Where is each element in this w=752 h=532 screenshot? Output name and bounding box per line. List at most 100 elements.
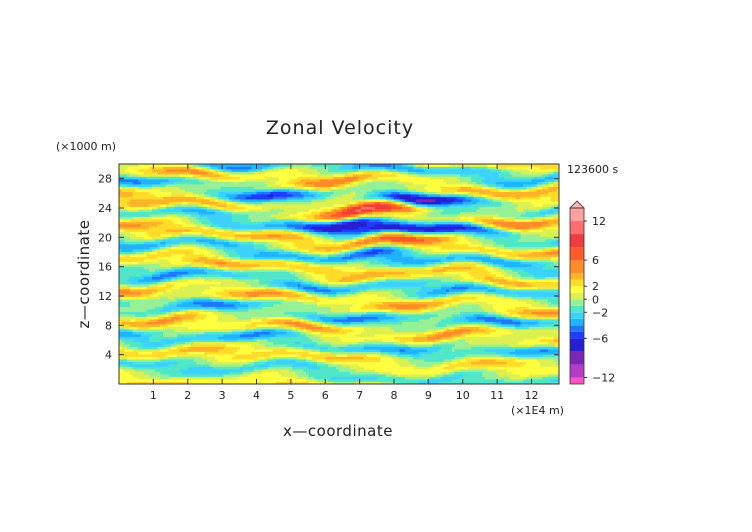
heatmap-cell [174,334,178,337]
heatmap-cell [264,316,268,320]
heatmap-cell [484,324,488,327]
heatmap-cell [363,306,367,310]
heatmap-cell [550,331,554,335]
heatmap-cell [138,361,142,365]
heatmap-cell [443,356,447,360]
heatmap-cell [410,334,414,337]
heatmap-cell [372,336,376,340]
heatmap-cell [135,329,139,332]
heatmap-cell [215,359,219,362]
heatmap-cell [281,344,285,347]
heatmap-cell [306,309,310,312]
heatmap-cell [314,369,318,372]
heatmap-cell [498,351,502,355]
heatmap-cell [361,329,365,332]
heatmap-cell [138,321,142,325]
heatmap-cell [300,349,304,352]
heatmap-cell [154,336,158,340]
heatmap-cell [160,326,164,330]
heatmap-cell [245,366,249,370]
heatmap-cell [424,354,428,357]
heatmap-cell [262,306,266,310]
heatmap-cell [262,341,266,345]
heatmap-cell [229,364,233,367]
heatmap-cell [190,354,194,357]
heatmap-cell [542,334,546,337]
heatmap-cell [517,359,521,362]
heatmap-cell [341,321,345,325]
heatmap-cell [374,369,378,372]
heatmap-cell [220,336,224,340]
heatmap-cell [223,354,227,357]
heatmap-cell [377,359,381,362]
heatmap-cell [185,344,189,347]
heatmap-cell [248,349,252,352]
heatmap-cell [333,369,337,372]
heatmap-cell [528,379,532,382]
heatmap-cell [176,326,180,330]
heatmap-cell [152,344,156,347]
heatmap-cell [187,351,191,355]
heatmap-cell [451,336,455,340]
heatmap-cell [149,314,153,317]
heatmap-cell [394,341,398,345]
heatmap-cell [493,311,497,315]
heatmap-cell [344,324,348,327]
heatmap-cell [534,329,538,332]
heatmap-cell [476,314,480,317]
heatmap-cell [556,359,560,362]
heatmap-cell [182,356,186,360]
heatmap-cell [215,369,219,372]
heatmap-cell [146,339,150,342]
heatmap-cell [152,339,156,342]
heatmap-cell [234,336,238,340]
heatmap-cell [270,346,274,350]
heatmap-cell [218,349,222,352]
heatmap-cell [539,309,543,312]
heatmap-cell [245,376,249,380]
heatmap-cell [542,361,546,365]
heatmap-cell [451,306,455,310]
heatmap-cell [341,369,345,372]
heatmap-cell [143,344,147,347]
heatmap-cell [374,366,378,370]
heatmap-cell [284,369,288,372]
heatmap-cell [493,316,497,320]
heatmap-cell [141,346,145,350]
heatmap-cell [388,324,392,327]
heatmap-cell [319,326,323,330]
heatmap-cell [396,341,400,345]
heatmap-cell [121,364,125,367]
heatmap-cell [443,354,447,357]
heatmap-cell [215,319,219,322]
heatmap-cell [146,354,150,357]
heatmap-cell [424,336,428,340]
heatmap-cell [163,341,167,345]
heatmap-cell [355,334,359,337]
heatmap-cell [473,341,477,345]
heatmap-cell [284,329,288,332]
heatmap-cell [358,366,362,370]
heatmap-cell [550,306,554,310]
heatmap-cell [468,344,472,347]
heatmap-cell [542,356,546,360]
heatmap-cell [468,341,472,345]
heatmap-cell [383,349,387,352]
heatmap-cell [531,341,535,345]
heatmap-cell [418,376,422,380]
heatmap-cell [187,331,191,335]
heatmap-cell [157,319,161,322]
heatmap-cell [160,346,164,350]
heatmap-cell [407,336,411,340]
heatmap-cell [534,354,538,357]
heatmap-cell [347,361,351,365]
heatmap-cell [330,311,334,315]
heatmap-cell [523,346,527,350]
heatmap-cell [196,371,200,375]
heatmap-cell [465,336,469,340]
heatmap-cell [333,379,337,382]
heatmap-cell [220,306,224,310]
heatmap-cell [402,349,406,352]
heatmap-cell [292,364,296,367]
heatmap-cell [471,314,475,317]
